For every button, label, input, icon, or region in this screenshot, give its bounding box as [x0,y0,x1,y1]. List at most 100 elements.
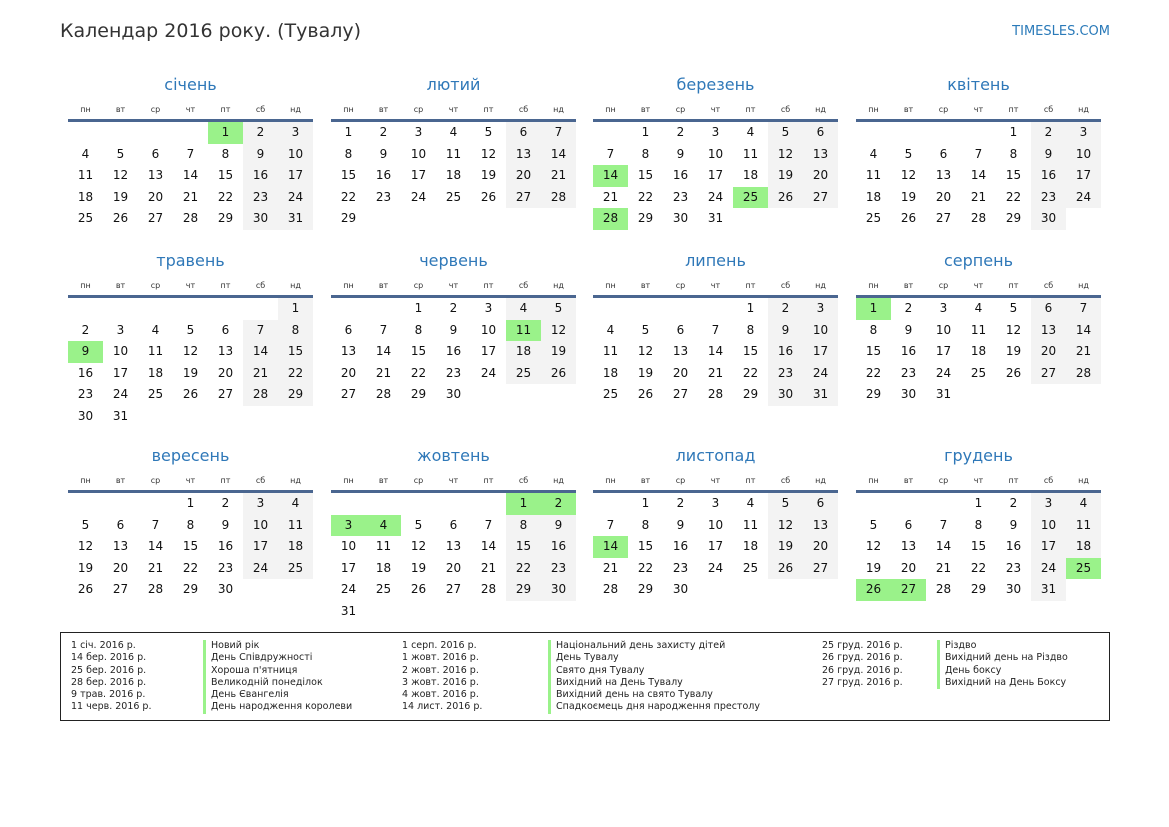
day-cell: 15 [340,168,357,182]
day-cell: 20 [445,560,462,575]
holiday-date: 11 черв. 2016 р. [71,701,152,713]
weekday-label: нд [815,476,826,485]
day-cell: 19 [480,168,497,182]
weekday-label: пт [745,105,756,114]
day-cell: 21 [935,560,952,575]
day-cell: 24 [243,557,278,579]
month-9: вересень пн вт ср чт пт сб нд 1 2 3 4 5 6 7 8 9 10 11 12 13 1… [68,441,313,601]
day-cell: 3 [484,301,493,315]
day-cell: 30 [243,208,278,230]
day-cell: 5 [81,517,90,532]
weekday-label: пн [80,105,91,114]
day-cell: 18 [278,536,313,558]
empty-cell [68,122,103,144]
day-cell: 15 [970,539,987,553]
day-cell: 11 [375,539,392,553]
day-cell: 6 [1031,298,1066,320]
day-cell: 15 [742,344,759,358]
empty-cell [961,122,996,144]
weekday-label: ср [938,105,949,114]
day-cell: 3 [278,122,313,144]
day-cell: 2 [243,122,278,144]
day-cell: 9 [676,517,685,532]
day-cell: 4 [606,322,615,337]
day-cell: 17 [480,344,497,358]
day-grid: 1 2 3 4 5 6 7 8 9 10 11 12 13 14 15 16 17 18 19 20 21 22 23 24 2… [331,298,576,406]
month-name: грудень [944,446,1013,465]
day-cell: 23 [768,362,803,384]
month-7: липень пн вт ср чт пт сб нд 1 2 3 4 5 6 7 8 9 10 11 12 13 14 1… [593,246,838,406]
day-cell: 22 [506,557,541,579]
weekday-label: ср [150,105,161,114]
empty-cell [68,298,103,320]
weekday-label: вт [115,281,126,290]
empty-cell [471,493,506,515]
day-cell: 22 [217,189,234,204]
day-cell: 16 [1031,165,1066,187]
weekday-label: пт [483,476,494,485]
day-cell: 29 [217,211,234,225]
day-cell: 6 [151,146,160,161]
day-cell: 23 [243,186,278,208]
day-cell: 28 [541,186,576,208]
day-cell: 30 [1031,208,1066,230]
day-cell: 3 [116,322,125,337]
weekday-label: пн [868,105,879,114]
day-cell: 3 [414,125,423,139]
weekday-label: вт [640,105,651,114]
day-cell: 19 [900,189,917,204]
day-cell: 20 [147,189,164,204]
site-link[interactable]: TIMESLES.COM [1012,24,1110,39]
weekday-header: пн вт ср чт пт сб нд [593,276,838,298]
day-cell: 13 [340,344,357,358]
weekday-label: пт [745,281,756,290]
day-cell: 21 [147,560,164,575]
day-cell: 18 [147,365,164,380]
day-cell: 19 [77,560,94,575]
day-cell: 27 [445,582,462,596]
day-cell: 16 [217,539,234,553]
holiday-name: Національний день захисту дітей [548,640,760,653]
weekday-label: сб [255,476,266,485]
weekday-label: пн [605,476,616,485]
weekday-label: пн [605,281,616,290]
day-cell: 31 [278,208,313,230]
day-cell: 13 [217,344,234,358]
day-cell: 24 [935,365,952,380]
holiday-date: 28 бер. 2016 р. [71,676,147,688]
holiday-date: 9 трав. 2016 р. [71,689,146,701]
day-cell: 30 [1005,582,1022,596]
day-cell: 27 [935,211,952,225]
holiday-name: Великодній понеділок [203,676,352,690]
day-cell: 8 [278,319,313,341]
holiday-name: Спадкоємець дня народження престолу [548,701,760,714]
day-cell: 24 [410,189,427,204]
weekday-label: чт [448,281,459,290]
day-cell: 18 [506,341,541,363]
weekday-label: чт [185,281,196,290]
day-cell: 3 [1031,493,1066,515]
day-cell: 5 [869,517,878,532]
month-4: квітень пн вт ср чт пт сб нд 1 2 3 4 5 6 7 8 9 10 11 12 13 14… [856,70,1101,230]
day-cell: 30 [768,384,803,406]
empty-cell [891,122,926,144]
day-cell: 19 [182,365,199,380]
weekday-label: чт [973,281,984,290]
month-name: лютий [426,75,481,94]
holiday-name: День народження королеви [203,701,352,714]
weekday-label: пн [80,476,91,485]
weekday-label: сб [780,105,791,114]
day-cell: 29 [410,387,427,401]
day-cell: 9 [768,319,803,341]
weekday-label: пт [1008,281,1019,290]
legend-dates: 1 серп. 2016 р. 1 жовт. 2016 р. 2 жовт. 20… [402,640,482,714]
weekday-label: чт [185,476,196,485]
day-cell: 18 [742,539,759,553]
holiday-date: 25 груд. 2016 р. [822,640,903,651]
day-cell: 30 [217,582,234,596]
day-cell: 15 [278,341,313,363]
day-cell: 17 [278,165,313,187]
day-cell: 15 [1005,168,1022,182]
day-cell: 5 [186,322,195,337]
holiday-day-cell: 4 [366,514,401,536]
